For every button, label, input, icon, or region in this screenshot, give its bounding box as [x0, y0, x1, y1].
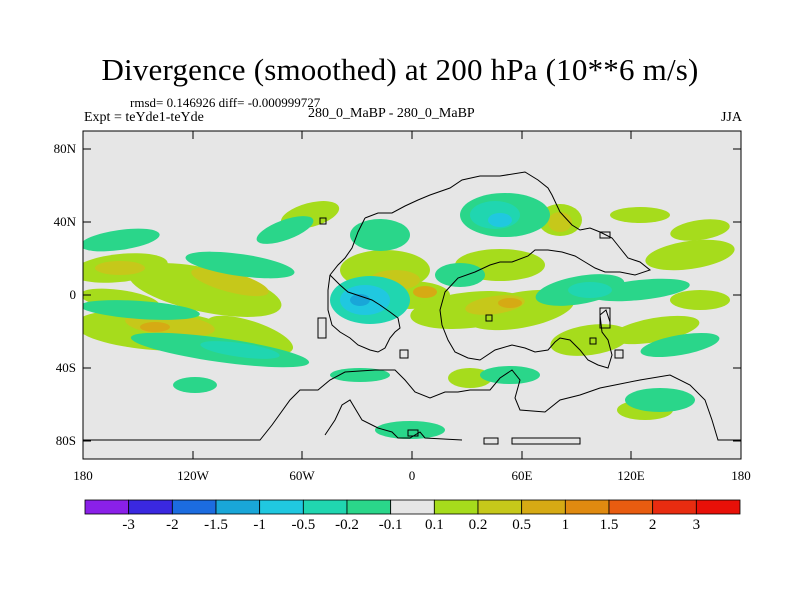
lat-label-40s: 40S	[55, 360, 76, 375]
colorbar-swatch	[477, 499, 523, 515]
colorbar-swatch	[521, 499, 566, 515]
colorbar-label: 0.2	[468, 517, 488, 533]
lon-label-120w: 120W	[177, 468, 209, 483]
colorbar-label: -0.1	[378, 517, 403, 533]
colorbar-label: -3	[122, 517, 135, 533]
lon-label-0: 0	[408, 468, 416, 483]
plot-title: Divergence (smoothed) at 200 hPa (10**6 …	[101, 52, 699, 87]
divergence-contours	[83, 193, 735, 439]
colorbar-swatch	[302, 499, 348, 515]
lon-label-60w: 60W	[289, 468, 315, 483]
experiment-label: Expt = teYde1-teYde	[84, 110, 204, 125]
colorbar-label: 3	[692, 517, 701, 533]
colorbar-swatch	[433, 499, 479, 515]
colorbar-swatch	[390, 499, 435, 515]
lat-label-80n: 80N	[53, 141, 76, 156]
colorbar-swatch	[652, 499, 697, 515]
colorbar-swatch	[259, 499, 304, 515]
colorbar-swatch	[84, 499, 130, 515]
colorbar-label: 1.5	[599, 517, 619, 533]
colorbar-swatch	[695, 499, 741, 515]
stats-text: rmsd= 0.146926 diff= -0.000999727	[130, 95, 321, 110]
colorbar-label: -0.5	[291, 517, 316, 533]
case-label: 280_0_MaBP - 280_0_MaBP	[308, 106, 475, 121]
lat-label-80s: 80S	[55, 433, 76, 448]
colorbar	[84, 499, 741, 515]
lat-label-40n: 40N	[53, 214, 76, 229]
colorbar-label: -0.2	[335, 517, 359, 533]
continent-outlines	[83, 171, 741, 445]
lon-label-180e: 180	[731, 468, 751, 483]
colorbar-swatch	[608, 499, 654, 515]
colorbar-swatch	[564, 499, 610, 515]
colorbar-label: 2	[648, 517, 657, 533]
colorbar-label: -2	[166, 517, 179, 533]
colorbar-label: 1	[561, 517, 570, 533]
lon-label-180w: 180	[73, 468, 93, 483]
lon-label-120e: 120E	[617, 468, 645, 483]
colorbar-swatch	[128, 499, 173, 515]
season-label: JJA	[720, 110, 742, 125]
colorbar-swatch	[346, 499, 392, 515]
colorbar-label: -1	[253, 517, 266, 533]
lon-label-60e: 60E	[511, 468, 533, 483]
colorbar-label: -1.5	[204, 517, 228, 533]
colorbar-label: 0.1	[424, 517, 444, 533]
lat-label-eq: 0	[69, 287, 77, 302]
colorbar-label: 0.5	[512, 517, 532, 533]
colorbar-swatch	[215, 499, 261, 515]
axis-ticks	[83, 131, 741, 459]
colorbar-swatch	[171, 499, 217, 515]
